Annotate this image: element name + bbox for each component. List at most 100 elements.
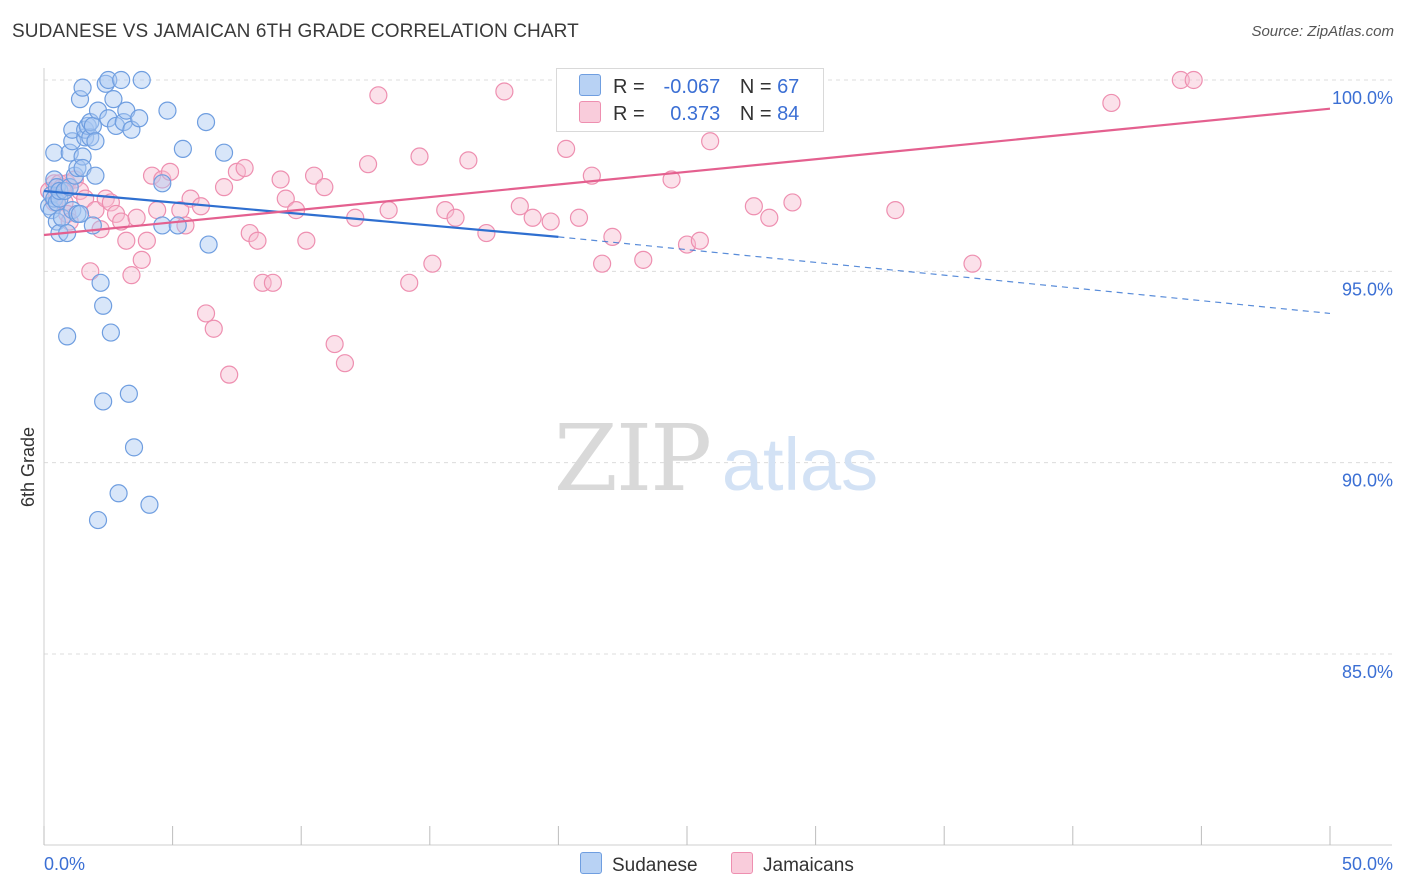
y-tick-label: 95.0% xyxy=(1342,279,1393,299)
jamaicans-legend-label: Jamaicans xyxy=(763,855,854,876)
sudanese-points xyxy=(40,70,234,530)
jamaicans-point xyxy=(1102,93,1121,113)
jamaicans-point xyxy=(1184,70,1203,90)
jamaicans-legend-swatch xyxy=(731,852,753,874)
jamaicans-point xyxy=(744,197,763,216)
svg-text:ZIP: ZIP xyxy=(554,405,710,512)
sudanese-point xyxy=(60,178,79,197)
jamaicans-point xyxy=(436,201,455,220)
jamaicans-r-value: 0.373 xyxy=(670,103,721,125)
x-tick-labels: 0.0% 50.0% xyxy=(44,854,1393,874)
sudanese-legend-swatch xyxy=(580,852,602,874)
sudanese-n-label: N = xyxy=(739,76,772,98)
chart-title: SUDANESE VS JAMAICAN 6TH GRADE CORRELATI… xyxy=(12,21,579,42)
sudanese-point xyxy=(91,273,110,292)
sudanese-point xyxy=(86,166,105,185)
sudanese-point xyxy=(68,158,87,178)
jamaicans-point xyxy=(569,208,589,227)
sudanese-point xyxy=(114,112,133,132)
sudanese-swatch xyxy=(579,74,601,96)
sudanese-r-value: -0.067 xyxy=(663,76,721,98)
sudanese-point xyxy=(153,174,172,193)
series-legend: Sudanese Jamaicans xyxy=(0,852,1406,878)
jamaicans-point xyxy=(886,201,905,220)
x-tick-label: 0.0% xyxy=(44,854,85,874)
jamaicans-point xyxy=(410,147,429,166)
sudanese-point xyxy=(88,101,108,120)
sudanese-point xyxy=(132,70,151,90)
sudanese-point xyxy=(158,101,177,120)
jamaicans-point xyxy=(662,170,681,189)
jamaicans-point xyxy=(315,178,334,197)
jamaicans-trend-line xyxy=(43,107,1331,237)
jamaicans-point xyxy=(86,201,105,220)
jamaicans-n-label: N = xyxy=(739,103,772,125)
sudanese-point xyxy=(124,438,144,457)
jamaicans-point xyxy=(358,155,378,174)
jamaicans-point xyxy=(963,254,982,273)
jamaicans-point xyxy=(304,166,324,185)
jamaicans-point xyxy=(142,166,162,185)
jamaicans-point xyxy=(634,250,653,269)
jamaicans-point xyxy=(557,139,576,158)
jamaicans-point xyxy=(204,319,223,338)
correlation-legend: R = -0.067 N = 67 R = 0.373 N = 84 xyxy=(556,68,824,132)
jamaicans-point xyxy=(214,178,234,197)
legend-row-sudanese: R = -0.067 N = 67 xyxy=(579,74,799,100)
sudanese-point xyxy=(168,216,187,235)
sudanese-point xyxy=(45,143,64,162)
sudanese-point xyxy=(153,216,172,235)
sudanese-point xyxy=(99,70,118,90)
jamaicans-point xyxy=(760,208,779,227)
sudanese-point xyxy=(83,116,102,136)
jamaicans-point xyxy=(335,354,355,373)
sudanese-point xyxy=(101,323,120,342)
jamaicans-point xyxy=(783,193,802,212)
jamaicans-point xyxy=(325,334,344,354)
sudanese-point xyxy=(119,384,138,403)
sudanese-r-label: R = xyxy=(613,76,645,98)
jamaicans-point xyxy=(122,266,141,285)
jamaicans-points xyxy=(40,70,1203,384)
sudanese-point xyxy=(58,327,77,346)
sudanese-point xyxy=(70,90,90,109)
sudanese-point xyxy=(112,70,131,90)
jamaicans-point xyxy=(253,273,272,292)
sudanese-n-value: 67 xyxy=(777,76,800,98)
legend-item-sudanese[interactable]: Sudanese xyxy=(580,852,698,877)
jamaicans-point xyxy=(459,151,478,170)
jamaicans-point xyxy=(369,86,388,105)
jamaicans-point xyxy=(112,212,131,231)
sudanese-point xyxy=(88,510,108,530)
sudanese-trend-line xyxy=(43,189,559,238)
zipatlas-watermark: ZIP atlas xyxy=(554,405,878,512)
jamaicans-swatch xyxy=(579,101,601,123)
jamaicans-point xyxy=(137,231,156,250)
jamaicans-point xyxy=(148,201,167,220)
y-axis-label: 6th Grade xyxy=(18,427,38,507)
jamaicans-point xyxy=(248,231,267,250)
sudanese-point xyxy=(109,484,128,503)
legend-row-jamaicans: R = 0.373 N = 84 xyxy=(579,101,799,127)
sudanese-point xyxy=(86,132,105,151)
jamaicans-point xyxy=(220,365,239,384)
jamaicans-point xyxy=(271,170,290,189)
jamaicans-point xyxy=(153,170,172,189)
legend-item-jamaicans[interactable]: Jamaicans xyxy=(731,852,854,877)
sudanese-point xyxy=(196,112,216,132)
jamaicans-point xyxy=(379,201,398,220)
jamaicans-point xyxy=(446,208,465,227)
jamaicans-point xyxy=(495,82,514,101)
y-tick-label: 85.0% xyxy=(1342,662,1393,682)
jamaicans-point xyxy=(81,262,100,281)
jamaicans-point xyxy=(541,212,560,231)
jamaicans-n-value: 84 xyxy=(777,103,800,125)
jamaicans-point xyxy=(701,132,720,151)
jamaicans-point xyxy=(132,250,151,269)
y-tick-label: 100.0% xyxy=(1332,88,1393,108)
jamaicans-point xyxy=(235,158,254,178)
jamaicans-point xyxy=(1171,70,1190,90)
jamaicans-point xyxy=(603,227,622,246)
sudanese-legend-label: Sudanese xyxy=(612,855,698,876)
